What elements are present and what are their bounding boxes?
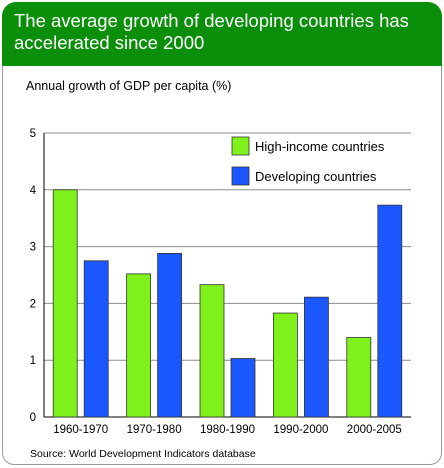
- source-note: Source: World Development Indicators dat…: [30, 448, 256, 460]
- bar-high-income: [126, 273, 151, 418]
- legend-label-high-income: High-income countries: [255, 139, 385, 154]
- bar-high-income: [199, 284, 225, 418]
- chart-title: The average growth of developing countri…: [14, 10, 409, 53]
- y-axis-subtitle: Annual growth of GDP per capita (%): [26, 79, 232, 93]
- y-tick-label: 4: [30, 185, 37, 197]
- x-tick-label: 2000-2005: [347, 424, 402, 436]
- bar-high-income: [272, 312, 298, 418]
- y-tick-label: 0: [30, 412, 36, 424]
- bar-high-income: [52, 189, 78, 418]
- legend-swatch-high-income: [231, 136, 250, 156]
- legend-swatch-developing: [231, 166, 250, 186]
- bar-developing: [83, 260, 109, 418]
- y-tick-label: 1: [30, 355, 36, 367]
- bar-developing: [377, 204, 403, 418]
- x-tick-label: 1980-1990: [200, 424, 255, 436]
- header-banner: The average growth of developing countri…: [2, 2, 442, 66]
- x-tick-label: 1960-1970: [53, 424, 108, 436]
- legend-label-developing: Developing countries: [255, 169, 377, 184]
- y-tick-label: 2: [30, 298, 36, 310]
- y-tick-label: 5: [30, 128, 36, 140]
- y-tick-label: 3: [30, 242, 36, 254]
- bar-developing: [303, 296, 329, 418]
- bar-developing: [157, 253, 183, 418]
- x-tick-label: 1970-1980: [127, 424, 182, 436]
- bar-developing: [230, 358, 256, 418]
- x-tick-label: 1990-2000: [273, 424, 328, 436]
- bar-high-income: [346, 337, 372, 418]
